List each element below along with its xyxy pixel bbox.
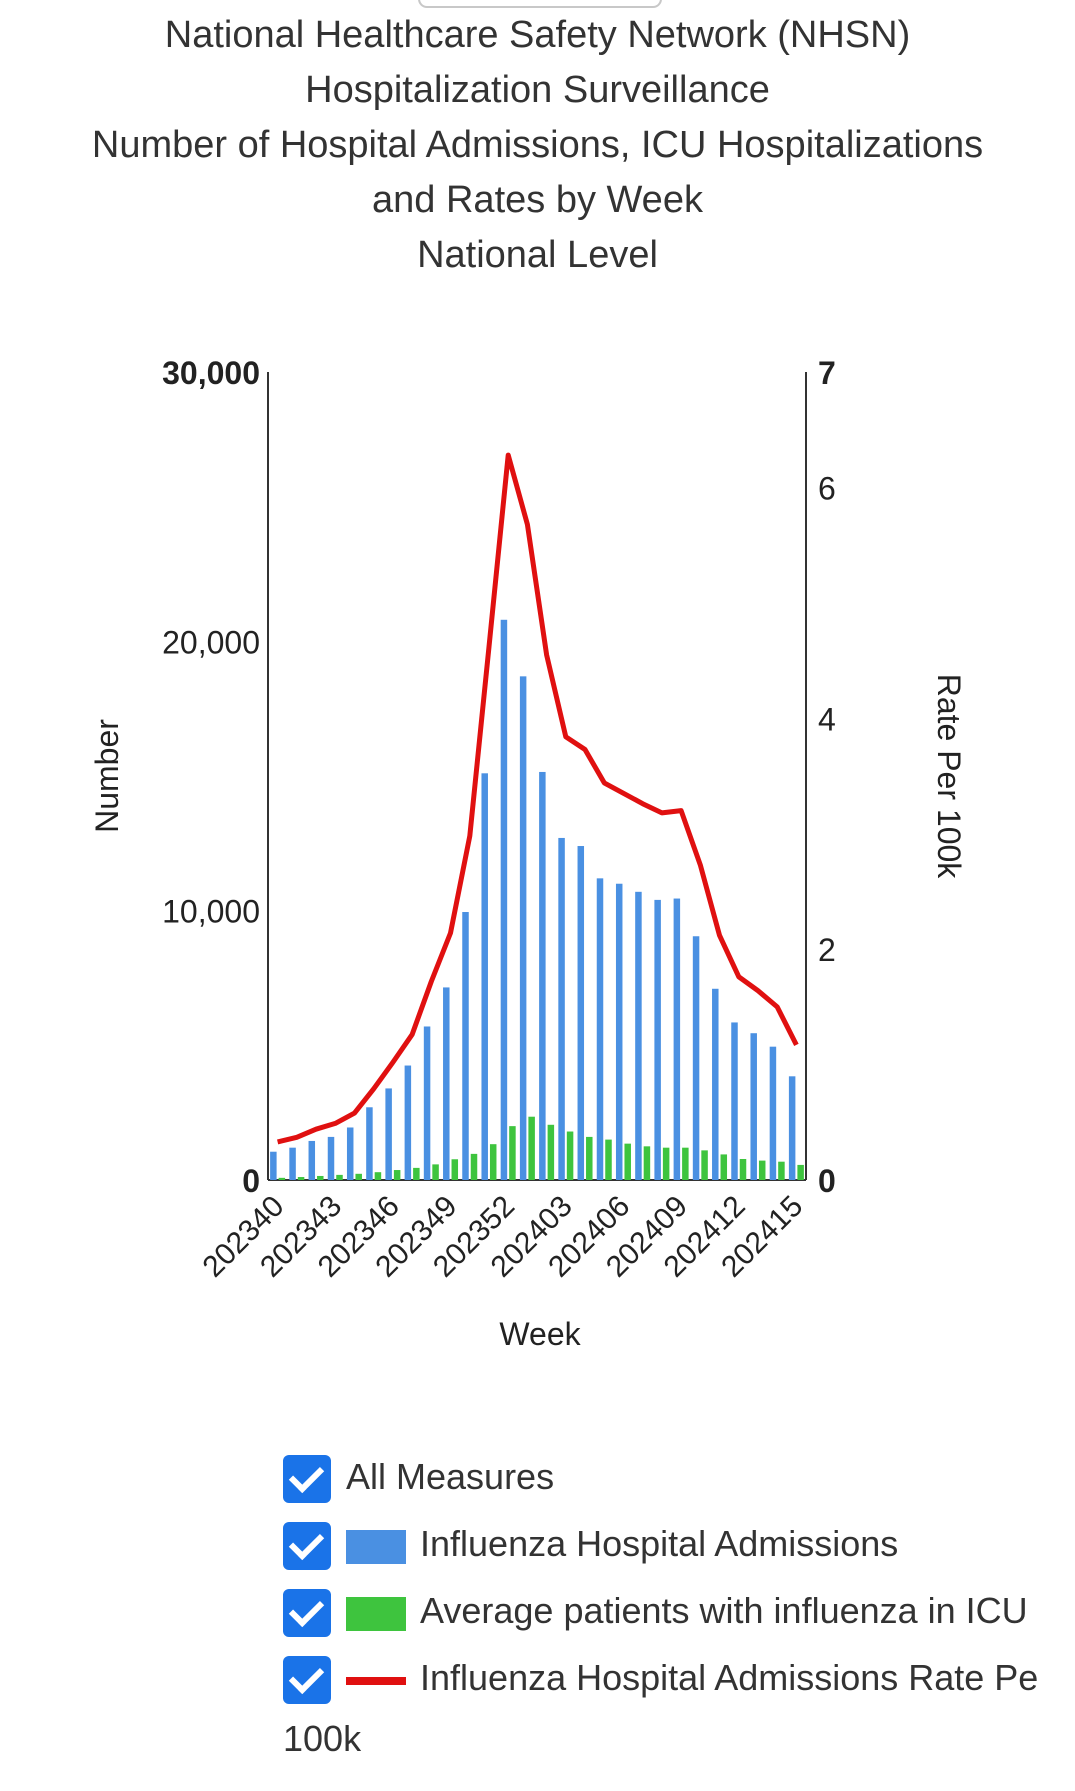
title-line-2: Hospitalization Surveillance: [305, 69, 770, 111]
bar-admissions: [270, 1151, 277, 1180]
legend-swatch-icu: [346, 1597, 406, 1631]
bar-admissions: [289, 1147, 296, 1180]
bar-icu: [643, 1146, 651, 1180]
bar-icu: [662, 1147, 670, 1180]
bar-admissions: [443, 987, 450, 1180]
bar-admissions: [481, 773, 488, 1180]
bar-admissions: [577, 846, 585, 1180]
bar-admissions: [654, 899, 661, 1180]
bar-admissions: [500, 619, 508, 1180]
y-tick-label: 30,000: [162, 355, 260, 391]
bar-icu: [297, 1177, 305, 1180]
bar-icu: [624, 1143, 631, 1180]
legend-item-label: Influenza Hospital Admissions Rate Pe: [420, 1657, 1039, 1698]
y-axis-title: Number: [89, 719, 125, 833]
title-line-5: National Level: [417, 234, 658, 276]
bar-icu: [528, 1116, 535, 1180]
bar-admissions: [731, 1022, 738, 1180]
bar-icu: [720, 1154, 728, 1180]
bar-icu: [682, 1147, 689, 1180]
bar-admissions: [539, 771, 546, 1180]
legend-item-admissions[interactable]: Influenza Hospital Admissions: [283, 1522, 1063, 1589]
bar-icu: [547, 1124, 555, 1180]
bar-admissions: [385, 1088, 392, 1180]
check-icon[interactable]: [283, 1455, 331, 1503]
bar-icu: [432, 1164, 439, 1180]
legend: All Measures Influenza Hospital Admissio…: [283, 1455, 1063, 1723]
bar-admissions: [712, 988, 719, 1180]
y2-axis-title: Rate Per 100k: [931, 674, 967, 880]
bar-admissions: [750, 1033, 757, 1180]
y2-tick-label: 4: [818, 701, 836, 737]
bar-icu: [317, 1175, 324, 1180]
title-line-4: and Rates by Week: [372, 179, 703, 221]
y-tick-label: 20,000: [162, 624, 260, 660]
bar-icu: [797, 1164, 804, 1180]
y2-tick-label: 6: [818, 470, 836, 506]
bar-admissions: [423, 1026, 431, 1180]
legend-item-icu[interactable]: Average patients with influenza in ICU: [283, 1589, 1063, 1656]
bar-admissions: [404, 1065, 412, 1180]
bar-icu: [470, 1153, 478, 1180]
y2-tick-label: 7: [818, 355, 836, 391]
chart-title: National Healthcare Safety Network (NHSN…: [0, 8, 1075, 283]
chart-svg: 30,00020,00010,0000764202023402023432023…: [89, 355, 967, 1352]
bar-admissions: [769, 1046, 777, 1180]
x-axis-title: Week: [499, 1316, 581, 1352]
bar-icu: [413, 1167, 420, 1180]
title-line-1: National Healthcare Safety Network (NHSN…: [164, 14, 911, 56]
bar-admissions: [788, 1076, 796, 1180]
bar-icu: [355, 1173, 362, 1180]
check-icon[interactable]: [283, 1589, 331, 1637]
legend-item-rate[interactable]: Influenza Hospital Admissions Rate Pe: [283, 1656, 1063, 1723]
bar-admissions: [308, 1140, 316, 1180]
y2-tick-label: 2: [818, 932, 836, 968]
y2-tick-label: 0: [818, 1163, 836, 1199]
bar-icu: [586, 1136, 593, 1180]
bar-icu: [758, 1160, 766, 1180]
legend-swatch-rate: [346, 1677, 406, 1685]
bar-icu: [393, 1170, 401, 1180]
title-line-3: Number of Hospital Admissions, ICU Hospi…: [91, 124, 984, 166]
bar-admissions: [462, 912, 469, 1180]
legend-all-measures-label: All Measures: [346, 1456, 555, 1497]
bar-icu: [278, 1177, 286, 1180]
bar-admissions: [596, 878, 604, 1180]
legend-all-measures[interactable]: All Measures: [283, 1455, 1063, 1522]
bar-admissions: [692, 936, 700, 1180]
bar-admissions: [327, 1136, 335, 1180]
check-icon[interactable]: [283, 1522, 331, 1570]
bar-admissions: [615, 883, 623, 1180]
legend-swatch-admissions: [346, 1530, 406, 1564]
legend-wrapped-text: 100k: [283, 1718, 362, 1759]
bar-icu: [489, 1144, 497, 1180]
bar-icu: [778, 1161, 785, 1180]
y-tick-label: 10,000: [162, 894, 260, 930]
y-tick-label: 0: [242, 1163, 260, 1199]
bar-icu: [451, 1159, 459, 1180]
bar-icu: [605, 1139, 612, 1180]
bar-icu: [336, 1174, 343, 1180]
bar-admissions: [366, 1107, 373, 1180]
bar-admissions: [346, 1127, 354, 1180]
legend-item-label: Influenza Hospital Admissions: [420, 1523, 899, 1564]
legend-item-label: Average patients with influenza in ICU: [420, 1590, 1028, 1631]
bar-icu: [509, 1126, 516, 1180]
bar-admissions: [558, 837, 565, 1180]
bar-icu: [374, 1172, 382, 1180]
check-icon[interactable]: [283, 1656, 331, 1704]
bar-icu: [701, 1150, 708, 1180]
bar-icu: [566, 1131, 574, 1180]
bar-admissions: [635, 891, 642, 1180]
bar-admissions: [519, 676, 527, 1180]
bar-icu: [739, 1158, 747, 1180]
bar-admissions: [673, 898, 681, 1180]
rate-line: [277, 452, 799, 1145]
